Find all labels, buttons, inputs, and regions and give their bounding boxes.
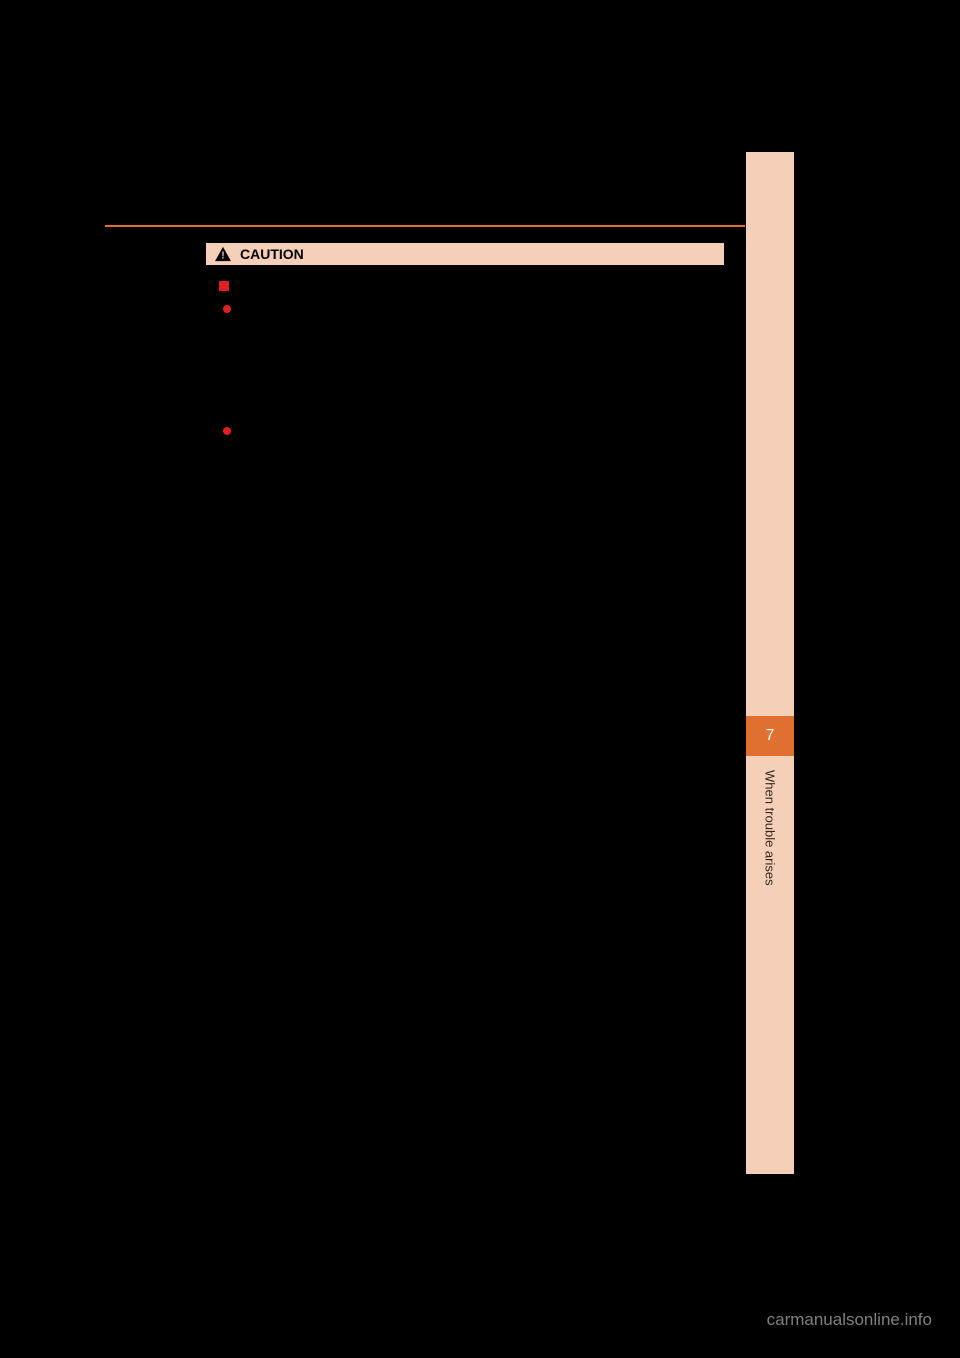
caution-header-bar: ! CAUTION [205, 242, 725, 266]
bullet-dot-icon [223, 305, 231, 313]
bullet-dot-icon [223, 427, 231, 435]
bullet-paragraph: Driving even a short distance with a fla… [239, 324, 711, 359]
bullet-lead-text: If the front tires becomes flat, replace… [239, 423, 538, 440]
caution-section-heading: When a tire is flat [219, 278, 711, 293]
warning-triangle-icon: ! [214, 246, 232, 262]
watermark-text: carmanualsonline.info [767, 1310, 932, 1330]
side-tab-background [746, 152, 794, 1174]
section-square-marker [219, 281, 229, 291]
bullet-lead-text: Do not continue driving with a flat tire… [239, 301, 439, 318]
bullet-paragraph: Driving with a flat rear tire can cause … [239, 365, 711, 417]
bullet-item: If the front tires becomes flat, replace… [223, 423, 711, 440]
svg-text:!: ! [221, 250, 224, 261]
chapter-number-tab: 7 [746, 716, 794, 756]
section-heading-text: When a tire is flat [235, 278, 335, 293]
caution-body: When a tire is flat Do not continue driv… [205, 266, 725, 506]
chapter-number: 7 [766, 727, 775, 745]
chapter-label: When trouble arises [756, 770, 784, 970]
caution-title: CAUTION [240, 246, 304, 262]
bullet-item: Do not continue driving with a flat tire… [223, 301, 711, 318]
header-divider [105, 225, 745, 227]
bullet-paragraph: If the rear tires becomes flat, replace … [239, 447, 711, 482]
